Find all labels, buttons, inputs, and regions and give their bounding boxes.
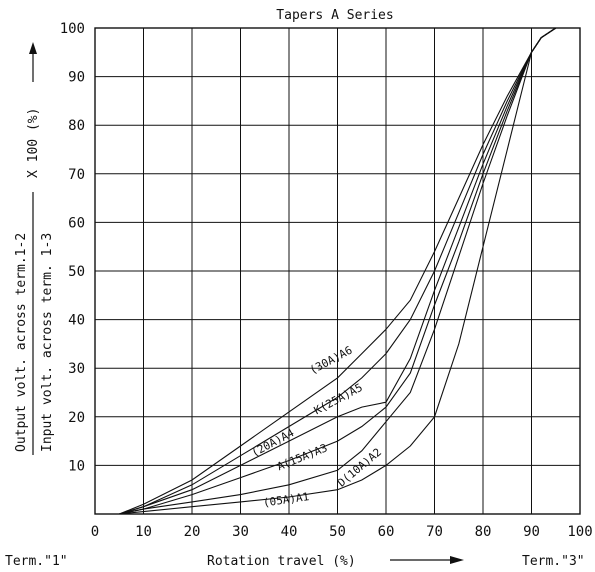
x-tick-label: 0 bbox=[91, 524, 99, 540]
x-tick-label: 90 bbox=[523, 524, 540, 540]
series-label: (30A)A6 bbox=[307, 344, 354, 377]
y-axis-label-numerator: Output volt. across term.1-2 bbox=[14, 233, 29, 452]
x-tick-label: 100 bbox=[567, 524, 592, 540]
x-tick-label: 80 bbox=[475, 524, 492, 540]
x-tick-label: 60 bbox=[378, 524, 395, 540]
y-tick-label: 20 bbox=[68, 410, 85, 426]
grid-layer: 0 10 20 30 40 50 60 70 80 90 100 10 20 30 40 50 60 70 80 90… bbox=[60, 21, 593, 540]
y-tick-label: 90 bbox=[68, 70, 85, 86]
x-term-left: Term."1" bbox=[5, 554, 68, 569]
x-tick-label: 50 bbox=[329, 524, 346, 540]
y-tick-label: 60 bbox=[68, 215, 85, 231]
series-label: A(15A)A3 bbox=[275, 441, 329, 473]
series-label: K(25A)A5 bbox=[312, 381, 365, 417]
y-tick-label: 40 bbox=[68, 313, 85, 329]
y-axis-label-denominator: Input volt. across term. 1-3 bbox=[40, 233, 55, 452]
x-term-right: Term."3" bbox=[522, 554, 585, 569]
y-axis-label-suffix: X 100 (%) bbox=[26, 108, 41, 178]
x-tick-label: 10 bbox=[135, 524, 152, 540]
series-line bbox=[119, 27, 557, 515]
series-line bbox=[119, 27, 557, 515]
series-line bbox=[119, 27, 557, 515]
x-tick-label: 40 bbox=[281, 524, 298, 540]
y-tick-label: 70 bbox=[68, 167, 85, 183]
x-axis-arrow-head bbox=[450, 556, 464, 564]
x-tick-label: 20 bbox=[184, 524, 201, 540]
y-axis-label: Output volt. across term.1-2 Input volt.… bbox=[14, 42, 55, 455]
y-tick-label: 50 bbox=[68, 264, 85, 280]
x-axis-label: Rotation travel (%) bbox=[207, 554, 356, 569]
series-line bbox=[119, 27, 557, 515]
y-tick-label: 10 bbox=[68, 458, 85, 474]
series-label: (05A)A1 bbox=[262, 490, 310, 509]
chart-title: Tapers A Series bbox=[276, 8, 393, 23]
plot-frame bbox=[94, 27, 581, 515]
series-line bbox=[119, 27, 557, 515]
y-tick-label: 100 bbox=[60, 21, 85, 37]
x-tick-label: 30 bbox=[232, 524, 249, 540]
y-tick-label: 80 bbox=[68, 118, 85, 134]
y-tick-label: 30 bbox=[68, 361, 85, 377]
y-axis-arrow-head bbox=[29, 42, 37, 54]
x-tick-label: 70 bbox=[426, 524, 443, 540]
series-layer bbox=[119, 27, 557, 515]
series-line bbox=[119, 27, 557, 515]
